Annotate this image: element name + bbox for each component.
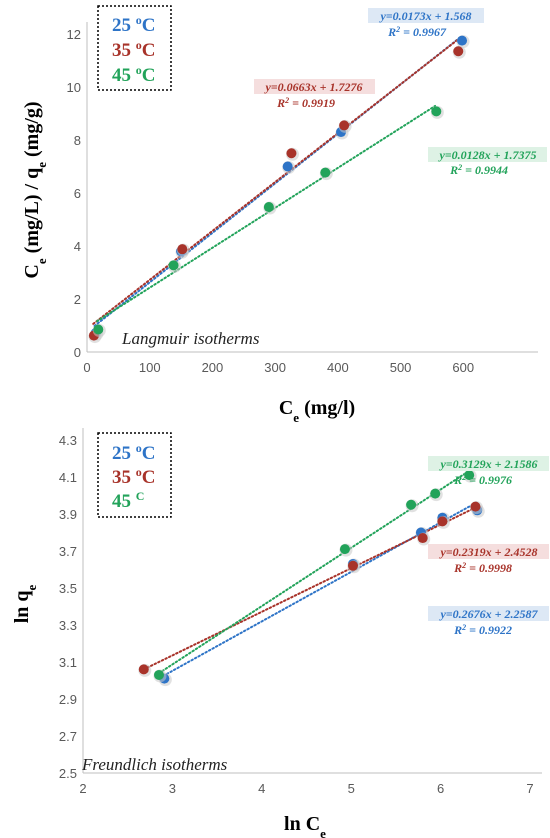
legend-item-25c: 25 oC	[112, 441, 155, 464]
y-tick-label: 3.7	[59, 544, 77, 559]
data-point-s35	[347, 560, 358, 571]
x-tick-label: 3	[169, 781, 176, 796]
y-tick-label: 3.5	[59, 581, 77, 596]
x-tick-label: 7	[526, 781, 533, 796]
y-tick-label: 2.7	[59, 729, 77, 744]
data-point-s45	[263, 202, 274, 213]
y-tick-label: 4.3	[59, 433, 77, 448]
langmuir-x-axis-title: Ce (mg/l)	[279, 397, 355, 425]
y-tick-label: 0	[74, 345, 81, 360]
y-tick-label: 3.3	[59, 618, 77, 633]
y-tick-label: 2.5	[59, 766, 77, 781]
r2-35c: R2 = 0.9919	[276, 96, 335, 111]
data-point-s45	[339, 544, 350, 555]
legend-item-35c: 35 oC	[112, 38, 155, 61]
data-point-s35	[437, 516, 448, 527]
legend-item-35c: 35 oC	[112, 465, 155, 488]
r2-45c: R2 = 0.9976	[453, 473, 512, 488]
data-point-s45	[320, 167, 331, 178]
langmuir-chart: 0 100 200 300 400 500 600 0 2 4 6 8 10 12 25 oC 35 oC…	[21, 5, 547, 425]
langmuir-ticks: 0 100 200 300 400 500 600 0 2 4 6 8 10 12	[67, 22, 538, 375]
x-tick-label: 100	[139, 360, 161, 375]
data-point-s45	[406, 499, 417, 510]
langmuir-legend-box	[97, 5, 172, 91]
freundlich-fit-lines	[142, 469, 478, 677]
x-tick-label: 6	[437, 781, 444, 796]
data-point-s45	[153, 669, 164, 680]
data-point-s25	[457, 35, 468, 46]
freundlich-caption: Freundlich isotherms	[81, 755, 228, 774]
freundlich-legend-box	[97, 432, 172, 518]
y-tick-label: 3.9	[59, 507, 77, 522]
equation-25c: y=0.2676x + 2.2587	[438, 607, 538, 621]
r2-25c: R2 = 0.9967	[387, 25, 447, 40]
legend-item-45c: 45 C	[112, 489, 144, 512]
x-tick-label: 600	[452, 360, 474, 375]
data-point-s45	[93, 324, 104, 335]
y-tick-label: 6	[74, 186, 81, 201]
equation-35c: y=0.0663x + 1.7276	[263, 80, 362, 94]
data-point-s35	[286, 148, 297, 159]
data-point-s35	[453, 46, 464, 57]
data-point-s25	[282, 161, 293, 172]
equation-45c: y=0.3129x + 2.1586	[438, 457, 537, 471]
data-point-s45	[464, 470, 475, 481]
y-tick-label: 10	[67, 80, 81, 95]
data-point-s35	[138, 664, 149, 675]
y-tick-label: 2.9	[59, 692, 77, 707]
freundlich-y-axis-title: ln qe	[11, 584, 39, 623]
data-point-s45	[430, 488, 441, 499]
y-tick-label: 3.1	[59, 655, 77, 670]
langmuir-caption: Langmuir isotherms	[121, 329, 260, 348]
data-point-s45	[168, 260, 179, 271]
equation-35c: y=0.2319x + 2.4528	[438, 545, 537, 559]
langmuir-fit-lines	[92, 36, 462, 327]
y-tick-label: 8	[74, 133, 81, 148]
data-point-s45	[431, 106, 442, 117]
equation-25c: y=0.0173x + 1.568	[378, 9, 471, 23]
y-tick-label: 12	[67, 27, 81, 42]
data-point-s35	[177, 244, 188, 255]
fit-line-s45	[157, 469, 472, 675]
x-tick-label: 2	[79, 781, 86, 796]
x-tick-label: 400	[327, 360, 349, 375]
x-tick-label: 4	[258, 781, 265, 796]
langmuir-points	[88, 35, 470, 344]
x-tick-label: 5	[348, 781, 355, 796]
x-tick-label: 300	[264, 360, 286, 375]
langmuir-y-axis-title: Ce (mg/L) / qe (mg/g)	[21, 101, 49, 278]
freundlich-points	[138, 469, 485, 687]
fit-line-s45	[96, 104, 437, 323]
data-point-s35	[470, 501, 481, 512]
r2-45c: R2 = 0.9944	[449, 163, 508, 178]
x-tick-label: 200	[202, 360, 224, 375]
y-tick-label: 2	[74, 292, 81, 307]
x-tick-label: 500	[390, 360, 412, 375]
data-point-s35	[417, 533, 428, 544]
fit-line-s35	[92, 38, 460, 325]
fit-line-s25	[162, 501, 478, 677]
r2-35c: R2 = 0.9998	[453, 561, 512, 576]
freundlich-chart: 2 3 4 5 6 7 2.5 2.7 2.9 3.1 3.3 3.5 3.7 3.9 4.1 4.3 25 …	[11, 428, 549, 838]
legend-item-25c: 25 oC	[112, 13, 155, 36]
freundlich-x-axis-title: ln Ce	[284, 813, 326, 838]
equation-45c: y=0.0128x + 1.7375	[437, 148, 536, 162]
y-tick-label: 4	[74, 239, 81, 254]
legend-item-45c: 45 oC	[112, 63, 155, 86]
data-point-s35	[339, 120, 350, 131]
y-tick-label: 4.1	[59, 470, 77, 485]
r2-25c: R2 = 0.9922	[453, 623, 512, 638]
freundlich-ticks: 2 3 4 5 6 7 2.5 2.7 2.9 3.1 3.3 3.5 3.7 3.9 4.1 4.3	[59, 428, 542, 796]
x-tick-label: 0	[83, 360, 90, 375]
